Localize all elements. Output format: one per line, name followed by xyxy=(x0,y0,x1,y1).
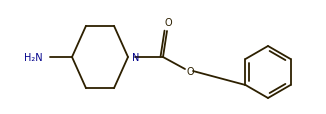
Text: O: O xyxy=(186,66,194,76)
Text: N: N xyxy=(132,53,140,62)
Text: H₂N: H₂N xyxy=(24,53,43,62)
Text: O: O xyxy=(164,18,172,28)
